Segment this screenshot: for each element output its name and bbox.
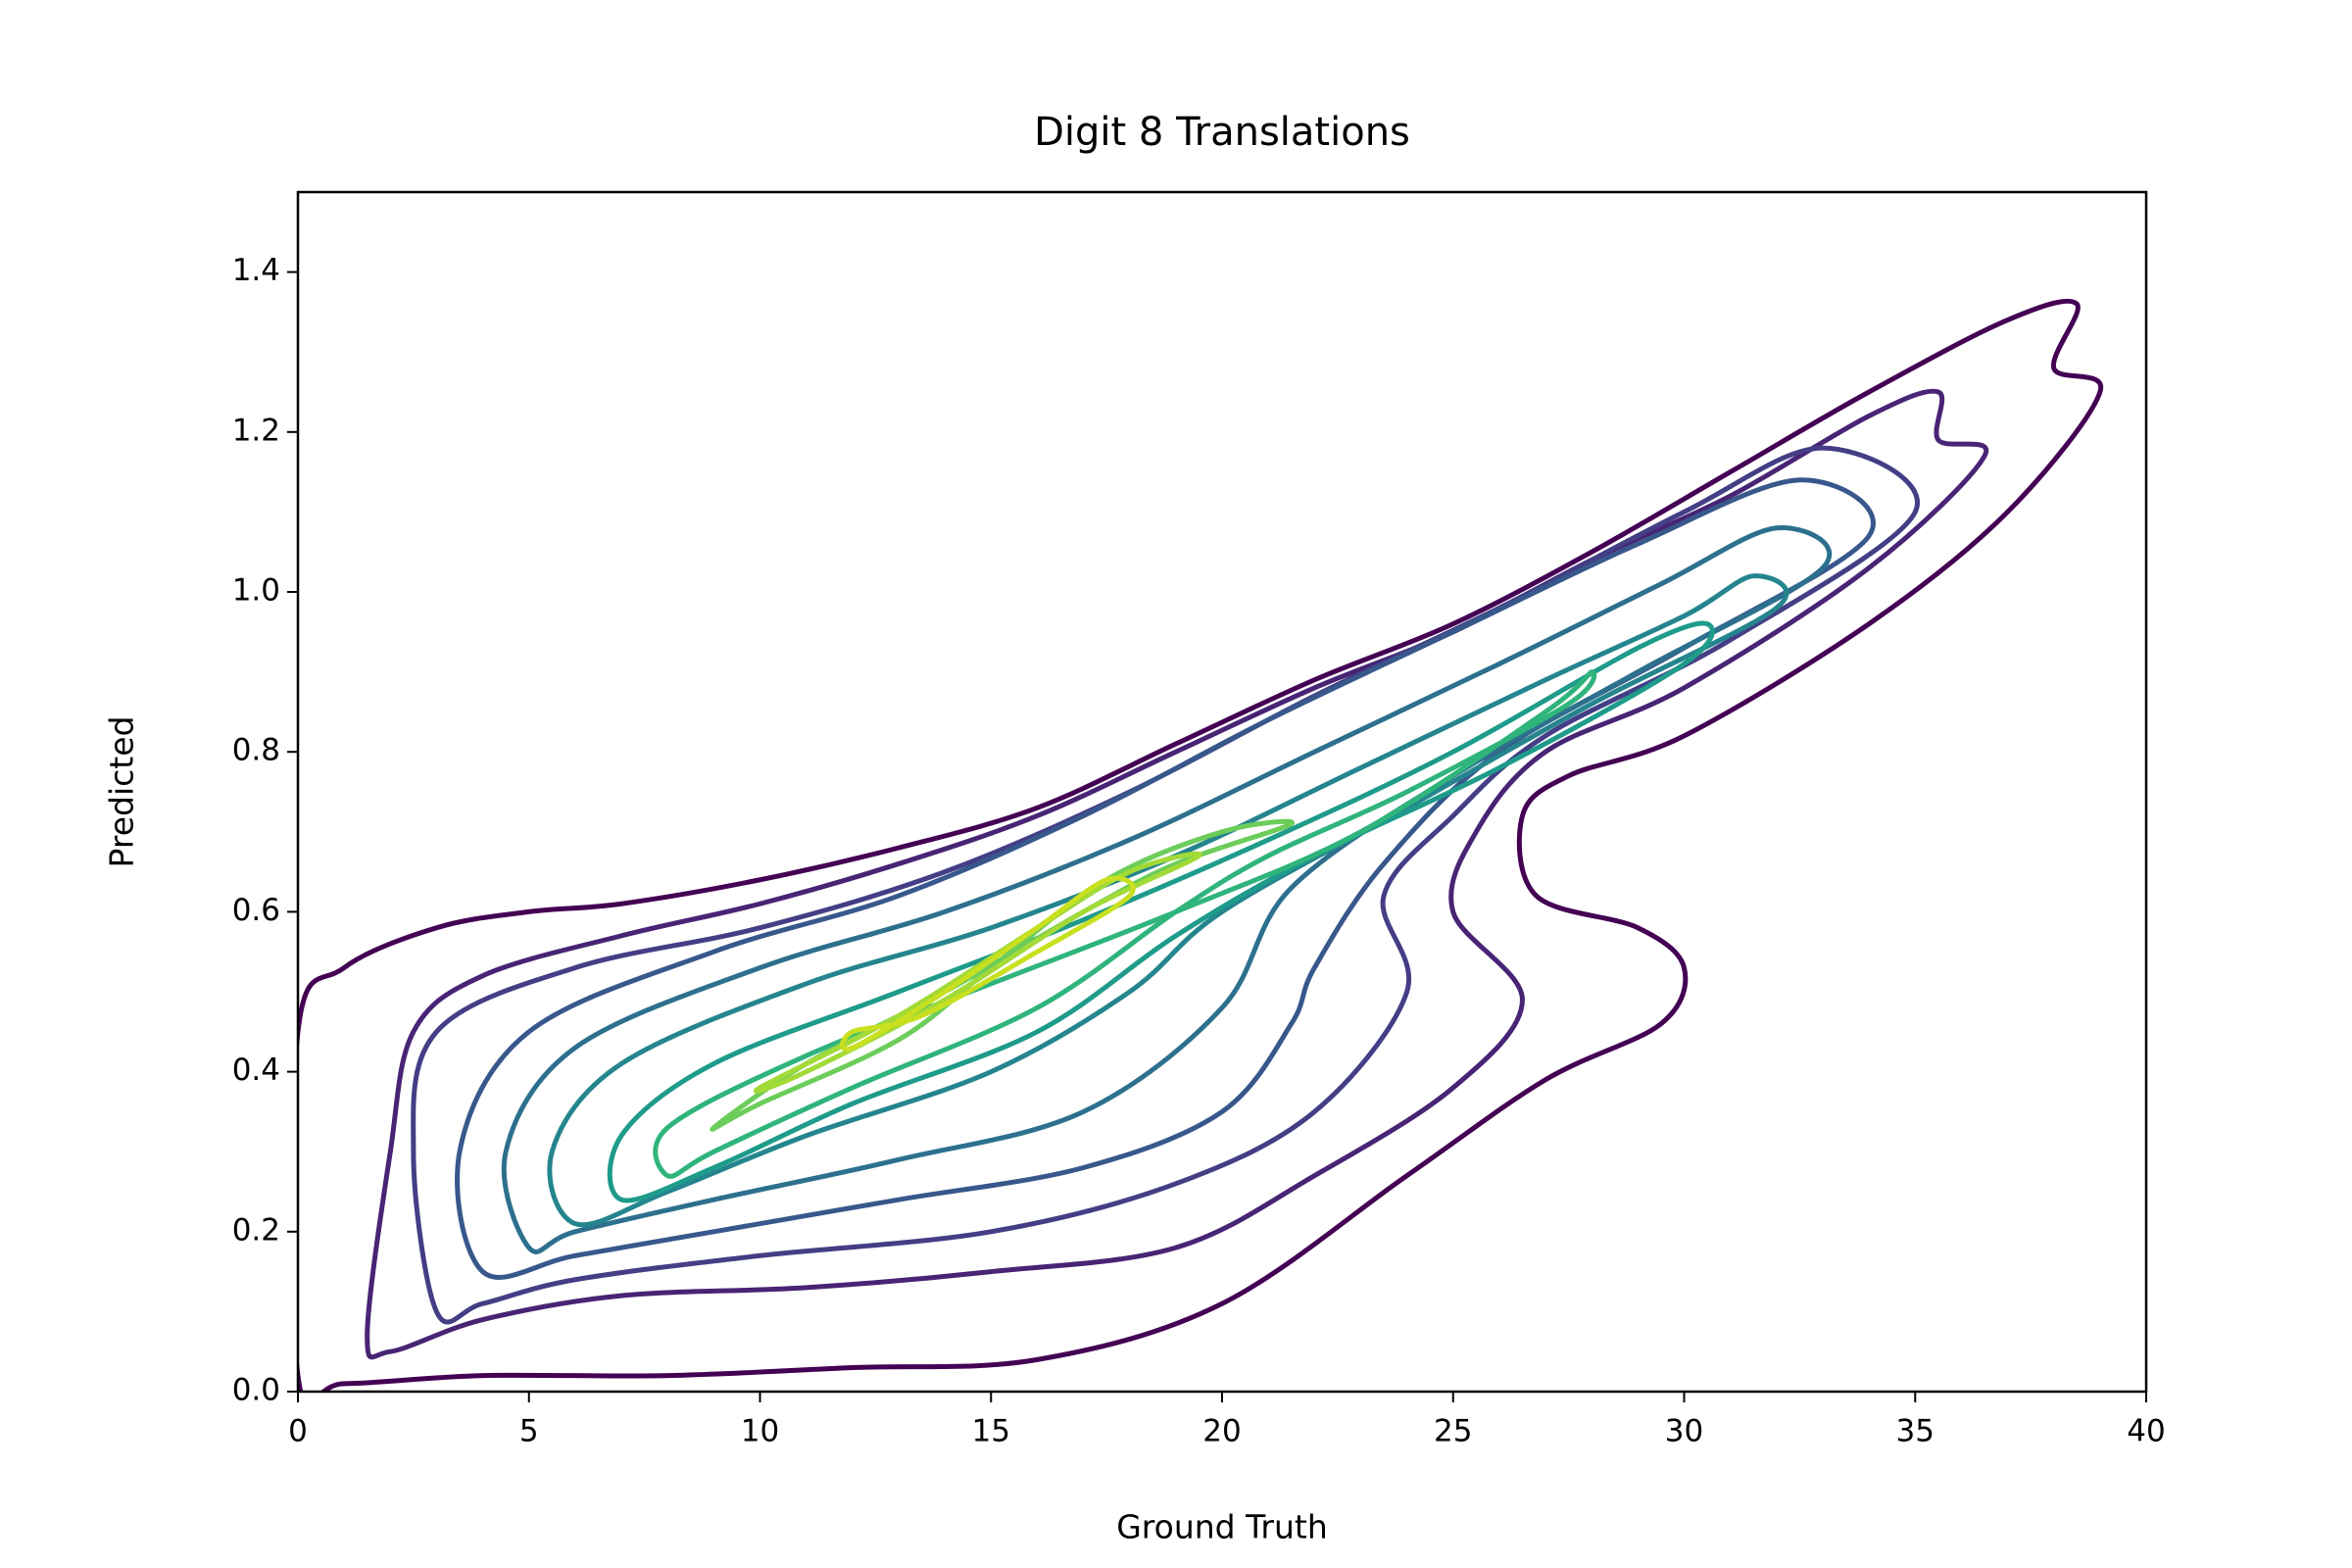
contour-line [547, 573, 1789, 1228]
contour-line [501, 525, 1833, 1254]
y-tick-label: 0.8 [232, 733, 280, 768]
contour-line [411, 445, 1920, 1325]
x-tick-label: 10 [741, 1414, 779, 1449]
x-tick-label: 30 [1665, 1414, 1703, 1449]
y-tick-label: 0.4 [232, 1053, 280, 1088]
x-tick-label: 5 [519, 1414, 539, 1449]
y-axis-label: Predicted [103, 716, 141, 868]
y-tick-label: 0.0 [232, 1373, 280, 1408]
chart-title: Digit 8 Translations [1034, 110, 1410, 155]
contour-line [607, 620, 1715, 1203]
y-tick-label: 1.4 [232, 253, 280, 288]
y-tick-label: 1.2 [232, 413, 280, 448]
x-tick-label: 20 [1202, 1414, 1241, 1449]
x-tick-label: 35 [1896, 1414, 1935, 1449]
x-tick-label: 15 [972, 1414, 1010, 1449]
y-tick-label: 0.2 [232, 1212, 280, 1248]
plot-area [298, 298, 2104, 1392]
contour-line [455, 477, 1876, 1280]
contour-line [298, 298, 2104, 1392]
x-tick-label: 0 [288, 1414, 308, 1449]
x-tick-label: 25 [1434, 1414, 1472, 1449]
x-tick-label: 40 [2127, 1414, 2165, 1449]
y-tick-label: 0.6 [232, 893, 280, 928]
y-tick-label: 1.0 [232, 573, 280, 609]
contour-line [839, 875, 1136, 1053]
contour-line [365, 388, 1989, 1360]
x-axis-label: Ground Truth [1116, 1508, 1328, 1546]
